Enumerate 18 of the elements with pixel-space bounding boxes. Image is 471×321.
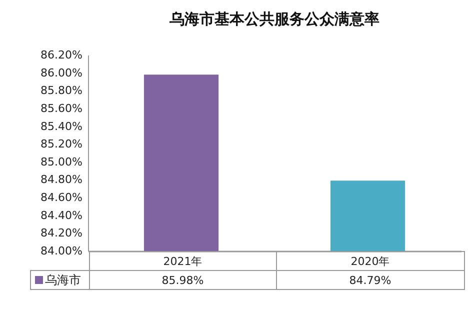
data-label: 84.79% [276,270,464,290]
y-tick-label: 85.20% [40,138,82,151]
y-tick-label: 84.40% [40,208,82,222]
legend-label: 乌海市 [45,272,81,286]
y-tick-label: 85.80% [40,84,82,98]
y-tick-label: 84.60% [40,191,82,204]
y-tick-label: 84.80% [40,173,82,186]
y-tick-label: 84.00% [40,244,82,258]
y-tick-label: 84.20% [40,226,82,240]
chart-title: 乌海市基本公共服务公众满意率 [168,10,380,28]
y-tick-label: 86.20% [40,48,82,62]
data-label: 85.98% [89,270,276,290]
y-tick-label: 85.00% [40,155,82,168]
y-tick-label: 85.60% [40,102,82,115]
x-tick-label: 2021年 [89,252,276,270]
y-tick-label: 86.00% [40,66,82,80]
y-tick-label: 85.40% [40,120,82,133]
x-tick-label: 2020年 [276,252,464,270]
